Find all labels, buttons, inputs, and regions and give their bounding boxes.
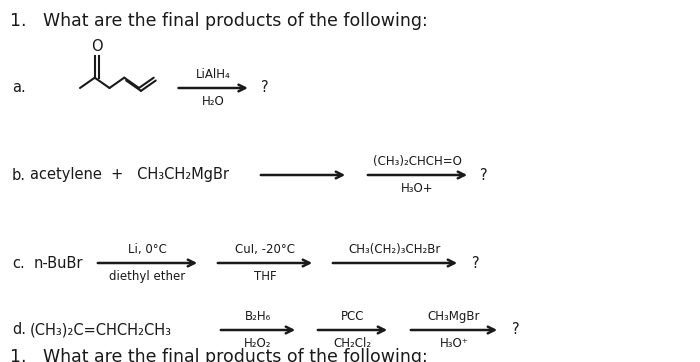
Text: 1.   What are the final products of the following:: 1. What are the final products of the fo… — [10, 12, 428, 30]
Text: d.: d. — [12, 323, 26, 337]
Text: LiAlH₄: LiAlH₄ — [196, 68, 230, 81]
Text: n-BuBr: n-BuBr — [34, 256, 83, 270]
Text: H₃O+: H₃O+ — [401, 182, 434, 195]
Text: ?: ? — [512, 323, 519, 337]
Text: b.: b. — [12, 168, 26, 182]
Text: c.: c. — [12, 256, 24, 270]
Text: ?: ? — [472, 256, 480, 270]
Text: CH₃(CH₂)₃CH₂Br: CH₃(CH₂)₃CH₂Br — [349, 243, 441, 256]
Text: H₃O⁺: H₃O⁺ — [440, 337, 468, 350]
Text: B₂H₆: B₂H₆ — [245, 310, 271, 323]
Text: CH₃MgBr: CH₃MgBr — [428, 310, 480, 323]
Text: acetylene  +   CH₃CH₂MgBr: acetylene + CH₃CH₂MgBr — [30, 168, 229, 182]
Text: a.: a. — [12, 80, 26, 96]
Text: H₂O₂: H₂O₂ — [244, 337, 272, 350]
Text: O: O — [91, 39, 103, 54]
Text: CuI, -20°C: CuI, -20°C — [235, 243, 295, 256]
Text: (CH₃)₂C=CHCH₂CH₃: (CH₃)₂C=CHCH₂CH₃ — [30, 323, 172, 337]
Text: H₂O: H₂O — [202, 95, 225, 108]
Text: Li, 0°C: Li, 0°C — [128, 243, 167, 256]
Text: ?: ? — [260, 80, 268, 96]
Text: (CH₃)₂CHCH=O: (CH₃)₂CHCH=O — [373, 155, 462, 168]
Text: diethyl ether: diethyl ether — [109, 270, 186, 283]
Text: THF: THF — [253, 270, 276, 283]
Text: PCC: PCC — [341, 310, 364, 323]
Text: CH₂Cl₂: CH₂Cl₂ — [333, 337, 372, 350]
Text: 1.   What are the final products of the following:: 1. What are the final products of the fo… — [10, 348, 428, 362]
Text: ?: ? — [480, 168, 488, 182]
